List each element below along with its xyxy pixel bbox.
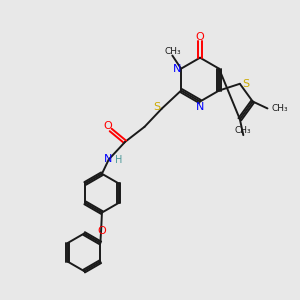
Text: N: N xyxy=(104,154,112,164)
Text: H: H xyxy=(115,155,122,165)
Text: S: S xyxy=(242,79,249,89)
Text: N: N xyxy=(172,64,181,74)
Text: O: O xyxy=(97,226,106,236)
Text: CH₃: CH₃ xyxy=(164,46,181,56)
Text: CH₃: CH₃ xyxy=(272,104,289,113)
Text: N: N xyxy=(196,101,204,112)
Text: S: S xyxy=(153,103,160,112)
Text: O: O xyxy=(196,32,204,42)
Text: O: O xyxy=(104,121,112,130)
Text: CH₃: CH₃ xyxy=(235,126,252,135)
